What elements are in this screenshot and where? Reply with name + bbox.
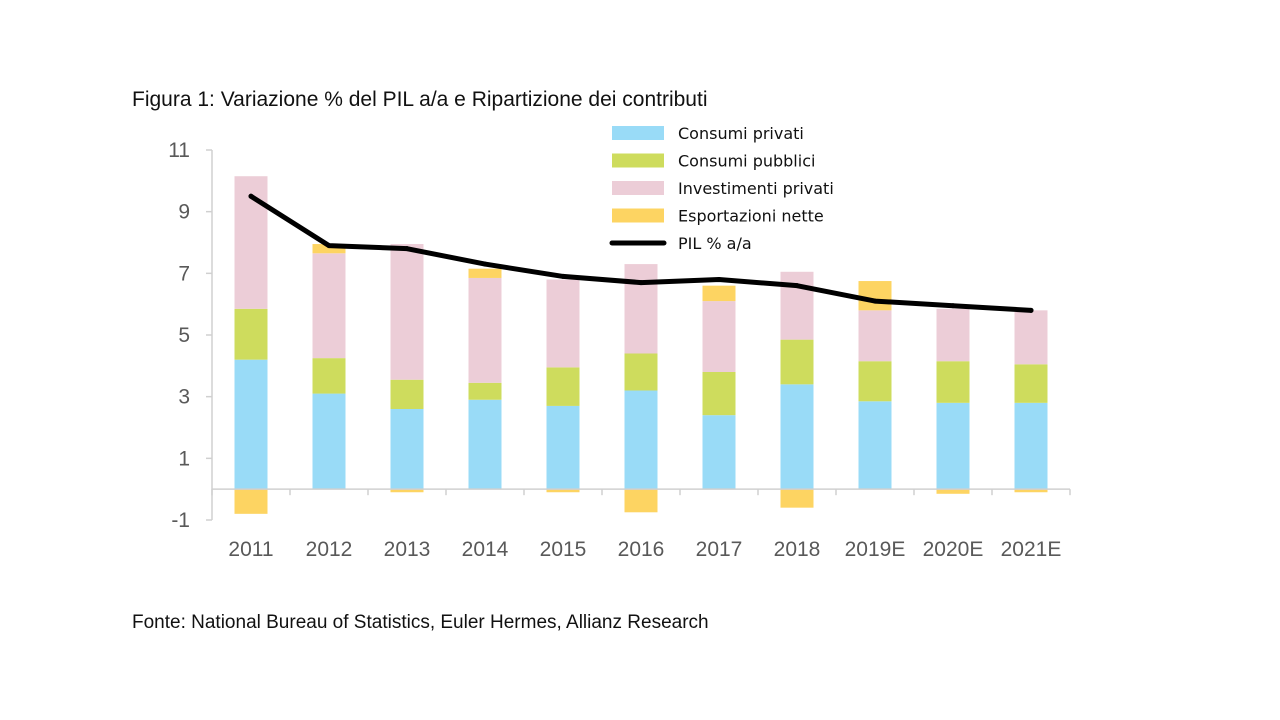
bar-layer bbox=[234, 176, 1048, 514]
legend-swatch-consumi-privati bbox=[612, 126, 664, 140]
line-point-2011 bbox=[248, 193, 254, 199]
bar-esportazioni-nette-2013 bbox=[390, 489, 424, 493]
bar-consumi-privati-2018 bbox=[780, 384, 814, 490]
legend-label-consumi-privati: Consumi privati bbox=[678, 124, 804, 143]
line-point-2018 bbox=[794, 283, 800, 289]
line-point-2015 bbox=[560, 273, 566, 279]
bar-consumi-privati-2012 bbox=[312, 393, 346, 490]
y-tick-label: -1 bbox=[171, 509, 190, 532]
bar-investimenti-privati-2018 bbox=[780, 271, 814, 340]
y-tick-label: 1 bbox=[178, 447, 190, 470]
legend-label-investimenti-privati: Investimenti privati bbox=[678, 179, 834, 198]
bar-consumi-pubblici-2013 bbox=[390, 379, 424, 409]
line-point-2014 bbox=[482, 261, 488, 267]
bar-consumi-pubblici-2021e bbox=[1014, 364, 1048, 403]
legend-swatch-consumi-pubblici bbox=[612, 153, 664, 168]
x-tick-label: 2019E bbox=[845, 538, 906, 561]
bar-investimenti-privati-2013 bbox=[390, 244, 424, 380]
bar-consumi-privati-2020e bbox=[936, 402, 970, 490]
x-tick-label: 2018 bbox=[774, 538, 821, 561]
legend: Consumi privati Consumi pubblici Investime… bbox=[609, 124, 834, 253]
bar-esportazioni-nette-2021e bbox=[1014, 489, 1048, 493]
line-layer bbox=[248, 193, 1034, 313]
x-tick-label: 2016 bbox=[618, 538, 665, 561]
line-point-2019e bbox=[872, 298, 878, 304]
legend-label-esportazioni-nette: Esportazioni nette bbox=[678, 207, 824, 226]
bar-consumi-pubblici-2015 bbox=[546, 367, 580, 406]
line-point-2013 bbox=[404, 246, 410, 252]
bar-investimenti-privati-2016 bbox=[624, 264, 658, 354]
legend-label-pil-a-a: PIL % a/a bbox=[678, 234, 752, 253]
bar-consumi-pubblici-2012 bbox=[312, 358, 346, 394]
y-tick-label: 5 bbox=[178, 324, 190, 347]
bar-investimenti-privati-2021e bbox=[1014, 310, 1048, 365]
bar-esportazioni-nette-2017 bbox=[702, 285, 736, 302]
bar-esportazioni-nette-2014 bbox=[468, 268, 502, 278]
legend-swatch-esportazioni-nette bbox=[612, 208, 664, 223]
bar-esportazioni-nette-2016 bbox=[624, 489, 658, 513]
bar-consumi-pubblici-2011 bbox=[234, 308, 268, 360]
y-tick-label: 3 bbox=[178, 386, 190, 409]
bar-investimenti-privati-2019e bbox=[858, 310, 892, 362]
bar-consumi-privati-2016 bbox=[624, 390, 658, 490]
chart-source: Fonte: National Bureau of Statistics, Eu… bbox=[132, 612, 709, 633]
line-point-2017 bbox=[716, 277, 722, 282]
bar-investimenti-privati-2020e bbox=[936, 308, 970, 362]
bar-esportazioni-nette-2012 bbox=[312, 244, 346, 254]
x-tick-label: 2012 bbox=[306, 538, 353, 561]
bar-consumi-pubblici-2016 bbox=[624, 353, 658, 391]
legend-swatch-investimenti-privati bbox=[612, 181, 664, 195]
x-tick-label: 2020E bbox=[923, 538, 984, 561]
bar-consumi-privati-2021e bbox=[1014, 402, 1048, 490]
x-tick-label: 2015 bbox=[540, 538, 587, 561]
line-point-2016 bbox=[638, 280, 644, 286]
bar-consumi-privati-2014 bbox=[468, 399, 502, 490]
bar-consumi-pubblici-2017 bbox=[702, 372, 736, 416]
y-tick-label: 11 bbox=[168, 139, 190, 162]
bar-investimenti-privati-2012 bbox=[312, 253, 346, 359]
bar-consumi-privati-2019e bbox=[858, 401, 892, 490]
bar-consumi-privati-2011 bbox=[234, 359, 268, 490]
bar-esportazioni-nette-2020e bbox=[936, 489, 970, 494]
x-tick-label: 2011 bbox=[228, 538, 273, 561]
bar-investimenti-privati-2017 bbox=[702, 301, 736, 372]
line-point-2021e bbox=[1028, 307, 1034, 313]
bar-esportazioni-nette-2018 bbox=[780, 489, 814, 508]
bar-esportazioni-nette-2011 bbox=[234, 489, 268, 514]
x-tick-label: 2014 bbox=[462, 538, 509, 561]
bar-consumi-privati-2015 bbox=[546, 405, 580, 490]
bar-esportazioni-nette-2019e bbox=[858, 281, 892, 311]
legend-label-consumi-pubblici: Consumi pubblici bbox=[678, 152, 815, 171]
x-tick-label: 2017 bbox=[696, 538, 743, 561]
y-tick-label: 7 bbox=[178, 262, 190, 285]
y-tick-label: 9 bbox=[178, 201, 190, 224]
x-tick-label: 2021E bbox=[1001, 538, 1062, 561]
axes: -1 1 3 5 7 9 11 2011 2012 2013 2014 2015 2016 2017 201… bbox=[168, 139, 1071, 561]
bar-consumi-privati-2013 bbox=[390, 409, 424, 490]
bar-esportazioni-nette-2015 bbox=[546, 489, 580, 493]
line-point-2020e bbox=[950, 303, 956, 309]
bar-investimenti-privati-2015 bbox=[546, 279, 580, 368]
bar-consumi-pubblici-2014 bbox=[468, 382, 502, 400]
bar-consumi-privati-2017 bbox=[702, 415, 736, 490]
bar-investimenti-privati-2014 bbox=[468, 277, 502, 383]
bar-consumi-pubblici-2018 bbox=[780, 339, 814, 385]
line-point-2012 bbox=[326, 243, 332, 249]
x-tick-label: 2013 bbox=[384, 538, 431, 561]
bar-consumi-pubblici-2020e bbox=[936, 361, 970, 403]
chart-title: Figura 1: Variazione % del PIL a/a e Rip… bbox=[132, 88, 708, 111]
bar-consumi-pubblici-2019e bbox=[858, 361, 892, 402]
